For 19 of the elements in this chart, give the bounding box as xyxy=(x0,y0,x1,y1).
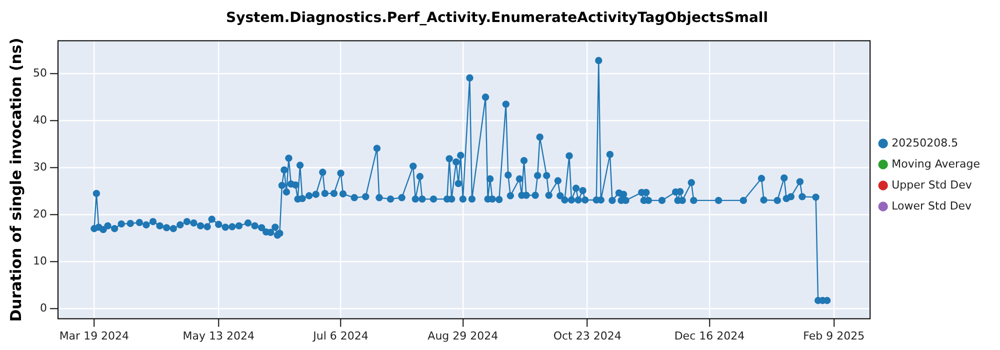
x-tick-label: Aug 29 2024 xyxy=(428,329,498,342)
x-tick-label: Oct 23 2024 xyxy=(553,329,622,342)
y-tick-label: 10 xyxy=(32,254,47,268)
x-tick-label: Mar 19 2024 xyxy=(59,329,130,342)
legend-label: Lower Std Dev xyxy=(892,199,972,212)
legend-label: Upper Std Dev xyxy=(892,178,972,192)
y-tick-label: 50 xyxy=(32,66,47,80)
legend-label: 20250208.5 xyxy=(892,136,958,150)
y-tick-label: 20 xyxy=(32,207,47,220)
legend-label: Moving Average xyxy=(892,157,980,170)
x-tick-label: Jul 6 2024 xyxy=(312,329,368,342)
x-tick-label: Dec 16 2024 xyxy=(674,329,745,342)
y-tick-label: 0 xyxy=(40,301,47,314)
y-tick-label: 40 xyxy=(32,113,47,126)
y-axis-title: Duration of single invocation (ns) xyxy=(6,38,25,322)
x-tick-label: Feb 9 2025 xyxy=(803,329,865,342)
y-tick-label: 30 xyxy=(32,160,47,174)
chart-title: System.Diagnostics.Perf_Activity.EnumerateActivityTagObjectsSmall xyxy=(226,10,768,26)
x-tick-label: May 13 2024 xyxy=(182,329,254,342)
